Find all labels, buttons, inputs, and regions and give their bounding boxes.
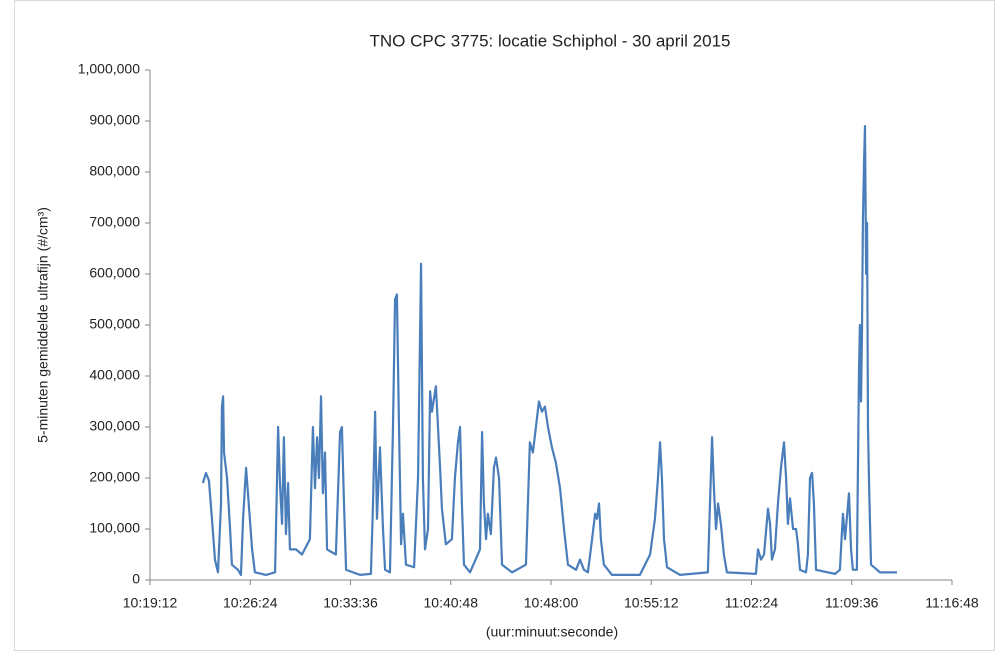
x-tick-label: 11:09:36 xyxy=(825,595,879,611)
x-tick-label: 11:16:48 xyxy=(925,595,979,611)
y-tick-label: 300,000 xyxy=(89,418,140,434)
chart-title: TNO CPC 3775: locatie Schiphol - 30 apri… xyxy=(370,31,731,50)
x-tick-label: 10:26:24 xyxy=(223,595,278,611)
chart-frame xyxy=(14,0,995,651)
y-tick-label: 0 xyxy=(132,571,140,587)
y-tick-label: 600,000 xyxy=(89,265,140,281)
y-tick-label: 700,000 xyxy=(89,214,140,230)
x-tick-label: 10:19:12 xyxy=(123,595,178,611)
x-tick-label: 11:02:24 xyxy=(725,595,779,611)
y-tick-label: 800,000 xyxy=(89,163,140,179)
data-line xyxy=(201,125,897,576)
y-tick-label: 900,000 xyxy=(89,112,140,128)
y-tick-label: 200,000 xyxy=(89,469,140,485)
y-tick-label: 400,000 xyxy=(89,367,140,383)
x-tick-label: 10:55:12 xyxy=(624,595,679,611)
x-axis-label: (uur:minuut:seconde) xyxy=(486,624,618,640)
x-tick-label: 10:33:36 xyxy=(323,595,378,611)
y-axis-label: 5-minuten gemiddelde ultrafijn (#/cm³) xyxy=(35,207,51,443)
y-tick-label: 1,000,000 xyxy=(78,61,140,77)
y-tick-label: 500,000 xyxy=(89,316,140,332)
x-tick-label: 10:40:48 xyxy=(424,595,479,611)
x-tick-label: 10:48:00 xyxy=(524,595,579,611)
y-tick-label: 100,000 xyxy=(89,520,140,536)
